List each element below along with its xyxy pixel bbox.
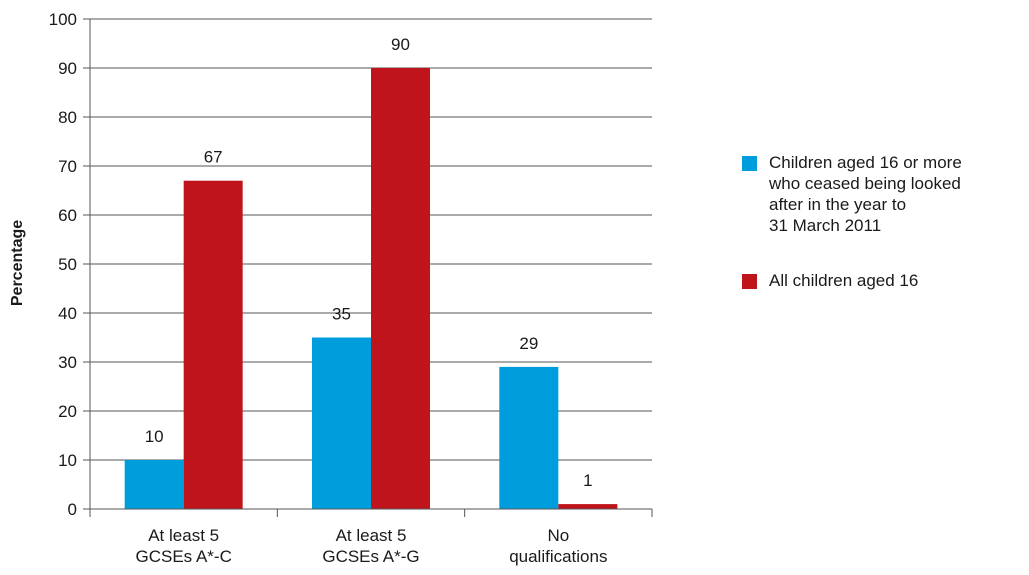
bar-looked-after — [124, 460, 184, 509]
bar-looked-after — [499, 366, 559, 509]
y-tick-label: 60 — [58, 206, 77, 225]
data-label: 10 — [145, 427, 164, 446]
bar-all-children — [183, 180, 243, 509]
y-tick-label: 100 — [49, 10, 77, 29]
data-label: 29 — [519, 334, 538, 353]
legend-swatch-blue — [742, 156, 757, 171]
y-tick-label: 70 — [58, 157, 77, 176]
axes — [83, 18, 653, 517]
legend-item-all-children: All children aged 16 — [742, 270, 1029, 291]
y-tick-label: 10 — [58, 451, 77, 470]
y-tick-label: 50 — [58, 255, 77, 274]
bars — [124, 68, 618, 509]
y-tick-label: 0 — [68, 500, 77, 519]
legend-label: All children aged 16 — [769, 271, 919, 290]
y-axis-label: Percentage — [9, 220, 26, 306]
x-category-label: At least 5 GCSEs A*-G — [322, 526, 419, 566]
y-tick-label: 30 — [58, 353, 77, 372]
x-category-label: At least 5 GCSEs A*-C — [135, 526, 231, 566]
data-label: 67 — [204, 148, 223, 167]
y-tick-label: 20 — [58, 402, 77, 421]
data-label: 35 — [332, 305, 351, 324]
data-label: 1 — [583, 471, 592, 490]
legend-label: Children aged 16 or more who ceased bein… — [769, 153, 962, 235]
bar-all-children — [558, 504, 618, 509]
bar-looked-after — [312, 337, 371, 509]
legend-swatch-red — [742, 274, 757, 289]
legend: Children aged 16 or more who ceased bein… — [742, 152, 1029, 325]
labels: 0 10 20 30 40 50 60 70 80 90 100 10 67 At least 5 GCSE… — [49, 10, 608, 566]
legend-item-looked-after: Children aged 16 or more who ceased bein… — [742, 152, 1029, 236]
y-tick-label: 90 — [58, 59, 77, 78]
y-tick-label: 80 — [58, 108, 77, 127]
x-category-label: No qualifications — [509, 526, 607, 566]
y-tick-label: 40 — [58, 304, 77, 323]
bar-all-children — [371, 68, 430, 509]
data-label: 90 — [391, 35, 410, 54]
